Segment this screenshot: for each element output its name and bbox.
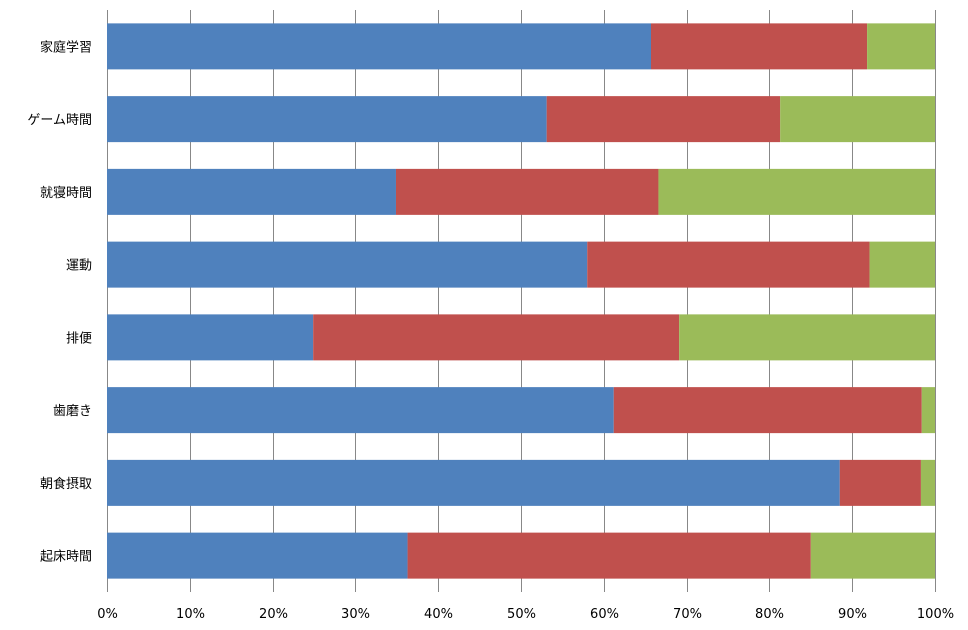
bar-segment bbox=[395, 168, 659, 215]
bar-segment bbox=[920, 459, 935, 506]
bar-segment bbox=[867, 23, 935, 70]
category-label: 家庭学習 bbox=[40, 39, 92, 55]
bar-segment bbox=[313, 314, 680, 361]
bar-segment bbox=[107, 23, 651, 70]
category-label: 朝食摂取 bbox=[40, 476, 92, 492]
bar-segment bbox=[613, 387, 922, 434]
x-tick-label: 40% bbox=[424, 607, 453, 622]
bar-segment bbox=[107, 314, 314, 361]
bar-segment bbox=[810, 532, 935, 579]
x-tick-label: 0% bbox=[97, 607, 118, 622]
x-tick-label: 90% bbox=[838, 607, 867, 622]
bars bbox=[107, 23, 935, 579]
bar-segment bbox=[107, 459, 840, 506]
bar-segment bbox=[921, 387, 935, 434]
x-tick-label: 20% bbox=[259, 607, 288, 622]
category-label: ゲーム時間 bbox=[27, 113, 92, 128]
bar-segment bbox=[107, 241, 588, 288]
category-label: 起床時間 bbox=[40, 550, 92, 565]
bar-segment bbox=[587, 241, 870, 288]
x-tick-label: 10% bbox=[176, 607, 205, 622]
x-tick-label: 80% bbox=[755, 607, 784, 622]
category-label: 歯磨き bbox=[53, 404, 92, 419]
bar-segment bbox=[679, 314, 935, 361]
x-tick-label: 60% bbox=[590, 607, 619, 622]
bar-segment bbox=[869, 241, 935, 288]
bar-segment bbox=[107, 532, 408, 579]
x-tick-label: 50% bbox=[507, 607, 536, 622]
bar-segment bbox=[546, 96, 781, 143]
bar-segment bbox=[407, 532, 811, 579]
bar-segment bbox=[107, 96, 547, 143]
x-tick-label: 100% bbox=[917, 607, 954, 622]
x-tick-labels: 0% 10% 20% 30% 40% 50% 60% 70% 80% 90% 100% bbox=[97, 607, 954, 622]
bar-segment bbox=[658, 168, 935, 215]
x-tick-label: 30% bbox=[341, 607, 370, 622]
bar-segment bbox=[650, 23, 868, 70]
category-label: 排便 bbox=[66, 331, 92, 346]
category-label: 就寝時間 bbox=[40, 185, 92, 201]
category-label: 運動 bbox=[66, 259, 92, 274]
bar-segment bbox=[780, 96, 935, 143]
bar-segment bbox=[107, 168, 396, 215]
x-tick-label: 70% bbox=[673, 607, 702, 622]
bar-segment bbox=[839, 459, 921, 506]
bar-segment bbox=[107, 387, 614, 434]
